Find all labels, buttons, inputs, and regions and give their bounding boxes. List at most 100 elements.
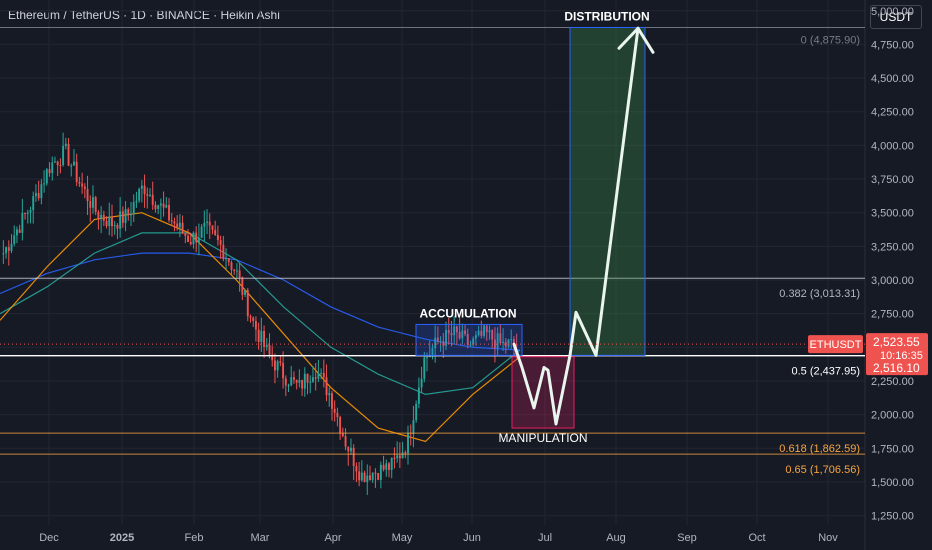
open-price-label: 2,516.10 xyxy=(873,361,920,375)
candle-body xyxy=(483,325,486,336)
candle-body xyxy=(309,381,312,383)
candle-body xyxy=(78,182,81,184)
candle-body xyxy=(358,471,361,481)
candle-body xyxy=(143,185,146,195)
candle-body xyxy=(453,326,456,336)
candle-body xyxy=(73,161,75,166)
candle-body xyxy=(292,377,295,380)
x-tick-label: Feb xyxy=(185,532,204,544)
projection-arrowhead xyxy=(617,26,655,54)
candle-body xyxy=(404,452,407,454)
candle-body xyxy=(124,209,127,223)
candle-body xyxy=(208,221,211,226)
candle-body xyxy=(15,229,18,236)
fib-level-label: 0.618 (1,862.59) xyxy=(779,443,860,455)
candle-body xyxy=(2,253,5,255)
candle-body xyxy=(493,339,496,349)
y-tick-label: 2,250.00 xyxy=(871,376,914,388)
x-axis: Dec 2025 Feb Mar Apr May Jun Jul Aug Sep Oct Nov xyxy=(39,532,838,544)
candle-body xyxy=(108,216,111,227)
candle-body xyxy=(34,193,37,197)
y-tick-label: 1,250.00 xyxy=(871,511,914,523)
candle-body xyxy=(32,196,35,211)
candle-body xyxy=(393,457,396,459)
candle-body xyxy=(149,194,151,196)
y-tick-label: 3,000.00 xyxy=(871,275,914,287)
candle-body xyxy=(170,220,173,222)
candle-body xyxy=(461,330,464,339)
x-tick-label: Mar xyxy=(251,532,270,544)
candle-body xyxy=(67,143,70,166)
candle-body xyxy=(442,341,445,346)
candle-body xyxy=(303,373,306,389)
candle-body xyxy=(504,341,507,347)
moving-averages xyxy=(0,212,521,443)
x-tick-label: Oct xyxy=(748,532,765,544)
candle-body xyxy=(216,235,219,241)
grid xyxy=(0,0,866,550)
candle-body xyxy=(265,344,268,347)
candle-body xyxy=(282,362,285,379)
candle-body xyxy=(458,332,461,339)
candle-body xyxy=(219,240,222,245)
x-tick-label: Jun xyxy=(463,532,481,544)
candle-body xyxy=(260,330,263,343)
candle-body xyxy=(447,329,450,334)
y-tick-label: 4,500.00 xyxy=(871,73,914,85)
candle-body xyxy=(284,378,287,386)
candle-body xyxy=(176,223,179,228)
candle-body xyxy=(162,203,165,208)
candle-body xyxy=(92,197,94,208)
candle-body xyxy=(249,316,252,318)
candle-body xyxy=(24,213,27,215)
candle-body xyxy=(352,447,355,467)
y-tick-label: 4,000.00 xyxy=(871,140,914,152)
candle-body xyxy=(515,344,518,346)
candle-body xyxy=(241,277,244,295)
fib-levels: 0 (4,875.90) 0.382 (3,013.31) 0.5 (2,437.9… xyxy=(0,26,865,476)
candle-body xyxy=(181,222,184,233)
candle-body xyxy=(398,455,401,459)
candle-body xyxy=(485,325,488,333)
candle-body xyxy=(464,330,466,334)
candle-body xyxy=(317,373,320,379)
candle-body xyxy=(469,344,472,346)
x-tick-label: Nov xyxy=(818,532,838,544)
currency-button[interactable]: USDT xyxy=(870,5,922,29)
candle-body xyxy=(271,354,274,361)
candle-body xyxy=(491,330,494,340)
candle-body xyxy=(140,185,143,189)
candle-body xyxy=(89,201,92,208)
candle-body xyxy=(230,262,233,270)
y-tick-label: 1,750.00 xyxy=(871,443,914,455)
candle-body xyxy=(211,225,214,230)
candle-body xyxy=(328,393,331,396)
fib-level-label: 0 (4,875.90) xyxy=(801,34,860,46)
candle-body xyxy=(341,433,344,437)
y-tick-label: 3,750.00 xyxy=(871,174,914,186)
candle-body xyxy=(510,339,513,341)
candle-body xyxy=(173,221,176,224)
candle-body xyxy=(165,205,168,208)
candle-body xyxy=(113,225,116,227)
y-axis: 1,250.00 1,500.00 1,750.00 2,000.00 2,250.00… xyxy=(871,6,914,523)
candle-body xyxy=(436,337,439,342)
candle-body xyxy=(102,214,105,221)
candle-body xyxy=(157,205,160,209)
candle-body xyxy=(244,290,247,295)
moving-average-line xyxy=(0,212,521,443)
candle-body xyxy=(206,221,208,223)
candle-body xyxy=(388,463,390,470)
candle-body xyxy=(295,379,298,383)
chart-title: Ethereum / TetherUS · 1D · BINANCE · Hei… xyxy=(8,8,280,22)
candle-body xyxy=(331,393,333,409)
candle-body xyxy=(474,335,477,339)
candle-body xyxy=(314,377,317,379)
y-tick-label: 4,250.00 xyxy=(871,107,914,119)
candle-body xyxy=(146,194,149,196)
candle-body xyxy=(75,161,78,183)
candle-body xyxy=(407,433,409,454)
candle-body xyxy=(81,183,84,187)
